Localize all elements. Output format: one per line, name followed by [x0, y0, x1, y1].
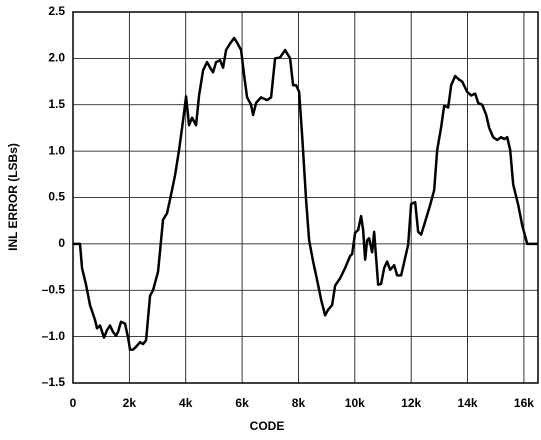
y-tick-label: –0.5 [42, 282, 66, 296]
y-tick-label: 0.5 [48, 190, 65, 204]
y-tick-label: 1.5 [48, 97, 65, 111]
y-tick-label: –1.5 [42, 375, 66, 389]
x-tick-label: 16k [514, 396, 534, 410]
x-tick-label: 12k [401, 396, 421, 410]
y-tick-label: 2.0 [48, 51, 65, 65]
x-tick-label: 8k [292, 396, 306, 410]
x-tick-label: 2k [123, 396, 137, 410]
x-tick-label: 10k [345, 396, 365, 410]
y-tick-label: 1.0 [48, 143, 65, 157]
x-tick-label: 0 [70, 396, 77, 410]
y-tick-label: 0 [58, 236, 65, 250]
x-tick-label: 6k [235, 396, 249, 410]
x-tick-label: 4k [179, 396, 193, 410]
data-line [73, 36, 538, 351]
y-tick-label: 2.5 [48, 4, 65, 18]
y-tick-label: –1.0 [42, 329, 66, 343]
y-axis-label: INL ERROR (LSBs) [6, 143, 20, 251]
x-tick-label: 14k [458, 396, 478, 410]
x-axis-label: CODE [250, 419, 285, 433]
plot-frame [72, 11, 539, 384]
